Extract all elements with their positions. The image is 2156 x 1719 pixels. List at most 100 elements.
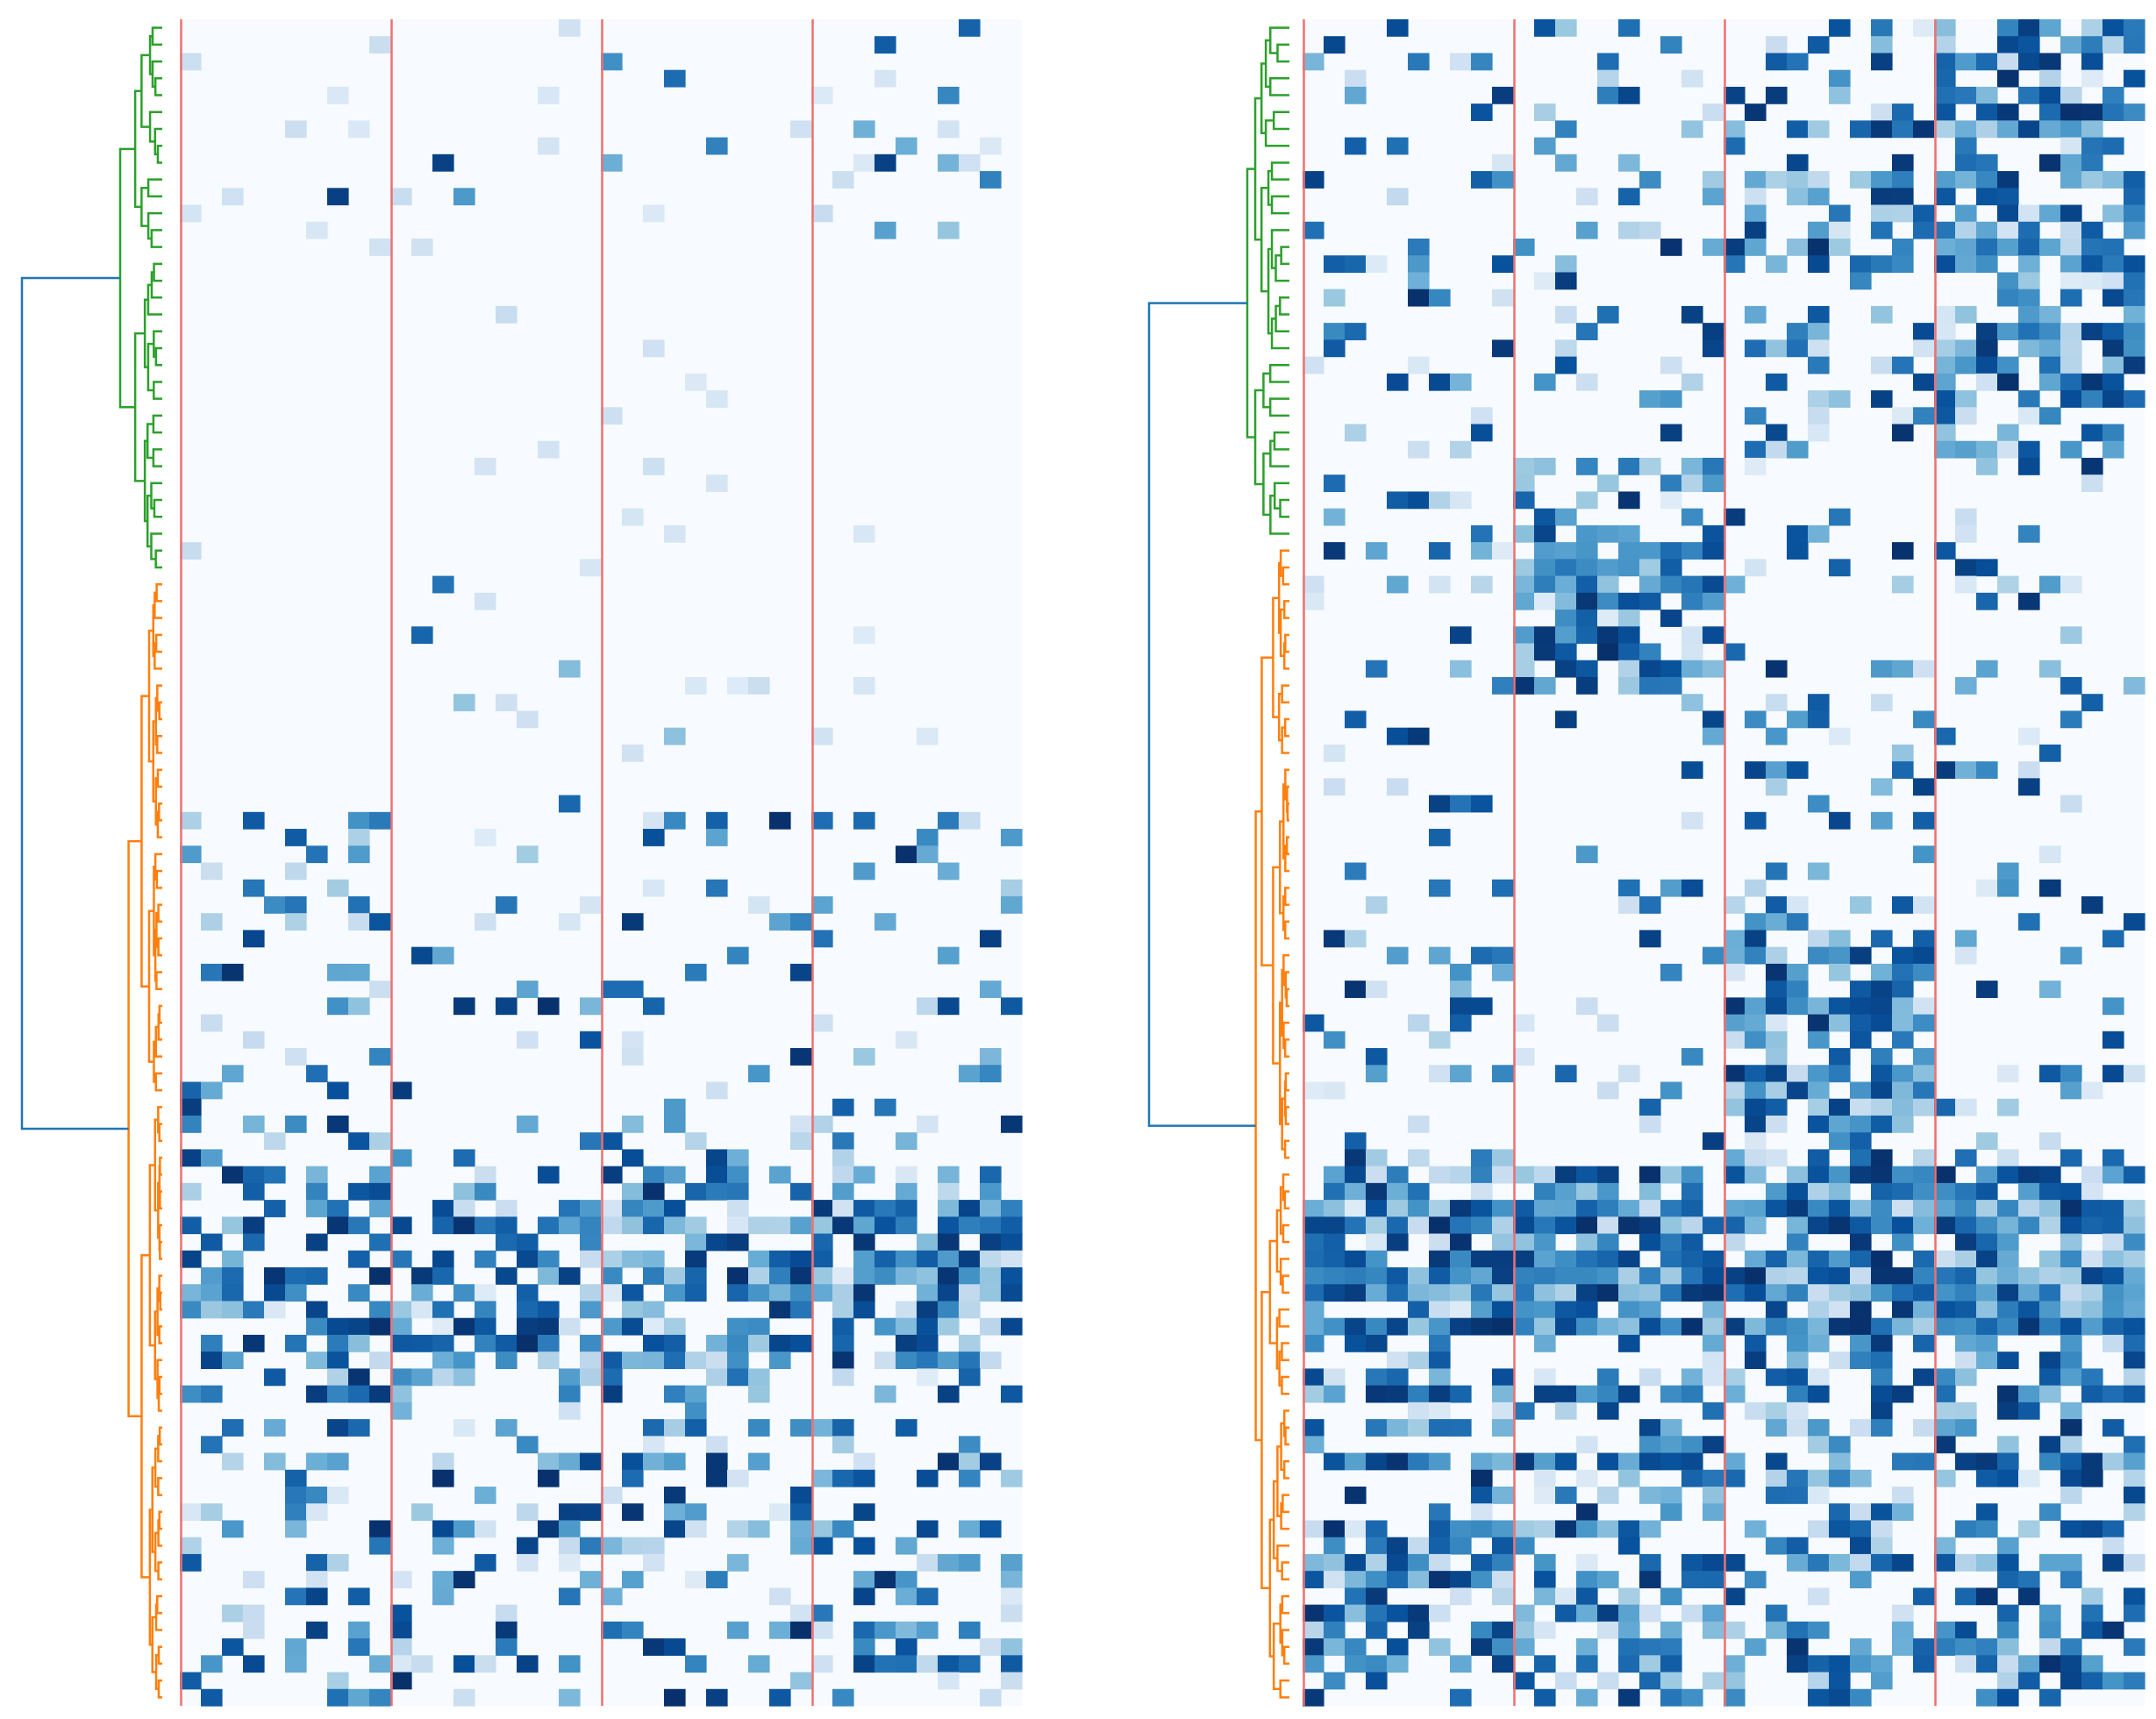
heatmap-cell: [2039, 1452, 2061, 1471]
heatmap-cell: [1892, 1452, 1914, 1471]
heatmap-cell: [1597, 524, 1619, 543]
heatmap-cell: [2060, 1452, 2082, 1471]
heatmap-cell: [832, 171, 854, 189]
heatmap-cell: [1745, 1115, 1767, 1133]
heatmap-cell: [1345, 1452, 1367, 1471]
heatmap-cell: [1934, 305, 1956, 324]
heatmap-cell: [1408, 1182, 1430, 1201]
heatmap-cell: [369, 1182, 391, 1201]
heatmap-cell: [1639, 1638, 1661, 1656]
heatmap-cell: [1345, 1216, 1367, 1235]
heatmap-cell: [622, 1250, 644, 1268]
heatmap-cell: [1808, 1419, 1830, 1437]
heatmap-cell: [1366, 1520, 1388, 1538]
heatmap-cell: [1976, 1638, 1998, 1656]
heatmap-cell: [201, 862, 223, 881]
dendrogram-link: [1279, 296, 1289, 316]
heatmap-cell: [1892, 1638, 1914, 1656]
heatmap-cell: [2124, 356, 2145, 374]
heatmap-cell: [1387, 1385, 1409, 1403]
heatmap-cell: [1618, 1604, 1640, 1623]
heatmap-cell: [1450, 440, 1472, 459]
dendrogram-link: [1268, 397, 1289, 417]
heatmap-cell: [264, 1166, 286, 1184]
heatmap-cell: [1576, 323, 1598, 340]
heatmap-cell: [875, 1200, 896, 1217]
heatmap-cell: [790, 1487, 812, 1504]
heatmap-cell: [327, 188, 349, 206]
heatmap-cell: [832, 1149, 854, 1167]
heatmap-cell: [1450, 981, 1472, 998]
heatmap-cell: [285, 895, 307, 914]
heatmap-cell: [917, 997, 939, 1016]
heatmap-cell: [601, 1132, 623, 1151]
heatmap-cell: [1324, 1553, 1346, 1572]
heatmap-cell: [1976, 761, 1998, 779]
heatmap-cell: [811, 1621, 833, 1639]
heatmap-cell: [2124, 323, 2145, 340]
heatmap-cell: [1513, 1250, 1535, 1268]
heatmap-cell: [1871, 1182, 1893, 1201]
heatmap-cell: [1618, 610, 1640, 627]
heatmap-cell: [1429, 1571, 1451, 1588]
heatmap-cell: [1408, 1571, 1430, 1588]
heatmap-cell: [1324, 744, 1346, 762]
heatmap-cell: [1850, 1688, 1872, 1707]
heatmap-cell: [2060, 1216, 2082, 1235]
heatmap-cell: [1471, 1520, 1493, 1538]
heatmap-cell: [1576, 676, 1598, 695]
heatmap-cell: [2124, 1301, 2145, 1319]
heatmap-cell: [1681, 1267, 1703, 1285]
heatmap-cell: [1681, 1182, 1703, 1201]
heatmap-cell: [1576, 542, 1598, 560]
dendrogram-link: [1284, 845, 1289, 873]
heatmap-cell: [706, 1469, 728, 1487]
heatmap-cell: [390, 1638, 412, 1656]
heatmap-cell: [706, 879, 728, 897]
heatmap-cell: [622, 1621, 644, 1639]
heatmap-cell: [2060, 1317, 2082, 1336]
heatmap-cell: [1429, 829, 1451, 846]
heatmap-cell: [1429, 1537, 1451, 1555]
heatmap-cell: [1976, 1284, 1998, 1302]
heatmap-cell: [1618, 1200, 1640, 1217]
heatmap-cell: [348, 913, 370, 931]
heatmap-cell: [769, 1688, 791, 1707]
heatmap-cell: [243, 811, 265, 830]
heatmap-cell: [1829, 1182, 1851, 1201]
heatmap-cell: [727, 1553, 749, 1572]
heatmap-cell: [2081, 36, 2103, 54]
heatmap-cell: [748, 1452, 770, 1471]
heatmap-cell: [1850, 1638, 1872, 1656]
heatmap-cell: [1808, 1621, 1830, 1639]
heatmap-cell: [1597, 626, 1619, 645]
heatmap-cell: [2060, 221, 2082, 239]
dendrogram-link: [157, 1561, 162, 1581]
heatmap-cell: [1576, 626, 1598, 645]
heatmap-cell: [559, 1553, 581, 1572]
heatmap-cell: [1660, 1200, 1682, 1217]
heatmap-cell: [559, 1216, 581, 1235]
heatmap-cell: [601, 407, 623, 425]
heatmap-cell: [1681, 1233, 1703, 1252]
heatmap-cell: [1934, 1182, 1956, 1201]
heatmap-cell: [2102, 204, 2124, 223]
heatmap-cell: [580, 1233, 602, 1252]
heatmap-cell: [1850, 1301, 1872, 1319]
heatmap-cell: [2039, 575, 2061, 594]
dendrogram-link: [158, 1426, 162, 1446]
dendrogram-link: [118, 147, 136, 409]
heatmap-cell: [243, 1334, 265, 1352]
heatmap-cell: [1892, 1267, 1914, 1285]
heatmap-cell: [727, 1267, 749, 1285]
heatmap-cell: [896, 1587, 917, 1606]
heatmap-cell: [369, 981, 391, 998]
heatmap-cell: [748, 1216, 770, 1235]
heatmap-cell: [1703, 626, 1724, 645]
heatmap-cell: [790, 1621, 812, 1639]
heatmap-cell: [285, 862, 307, 881]
heatmap-cell: [264, 1301, 286, 1319]
heatmap-cell: [1576, 457, 1598, 475]
heatmap-cell: [1597, 1250, 1619, 1268]
